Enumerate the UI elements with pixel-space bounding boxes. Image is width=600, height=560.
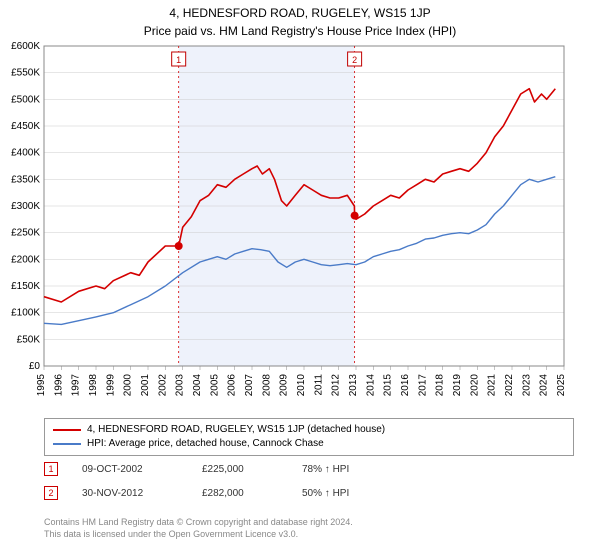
chart-svg: £0 £50K £100K £150K £200K £250K £300K £350K £400… (0, 42, 600, 412)
legend-row-1: 4, HEDNESFORD ROAD, RUGELEY, WS15 1JP (d… (53, 423, 565, 437)
legend-label-hpi: HPI: Average price, detached house, Cann… (87, 437, 324, 451)
sale-delta-1: 78% ↑ HPI (302, 464, 349, 475)
svg-text:£200K: £200K (11, 254, 40, 265)
svg-text:£350K: £350K (11, 174, 40, 185)
svg-text:2007: 2007 (244, 374, 255, 397)
svg-text:2011: 2011 (313, 374, 324, 396)
svg-text:£300K: £300K (11, 201, 40, 212)
sale-price-1: £225,000 (202, 464, 302, 475)
svg-text:£550K: £550K (11, 68, 40, 79)
sale-price-2: £282,000 (202, 488, 302, 499)
legend-swatch-price (53, 429, 81, 431)
sale-row-1: 1 09-OCT-2002 £225,000 78% ↑ HPI (44, 462, 349, 476)
svg-text:2015: 2015 (383, 374, 394, 397)
svg-text:2009: 2009 (279, 374, 290, 397)
legend-row-2: HPI: Average price, detached house, Cann… (53, 437, 565, 451)
svg-text:£50K: £50K (17, 334, 41, 345)
svg-text:2019: 2019 (452, 374, 463, 397)
svg-text:1999: 1999 (105, 374, 116, 397)
svg-text:£600K: £600K (11, 42, 40, 52)
page-subtitle: Price paid vs. HM Land Registry's House … (0, 20, 600, 42)
svg-text:2004: 2004 (192, 374, 203, 397)
svg-text:2017: 2017 (417, 374, 428, 397)
svg-text:2018: 2018 (435, 374, 446, 397)
sale-marker-1: 1 (44, 462, 58, 476)
svg-text:£400K: £400K (11, 148, 40, 159)
chart-container: 4, HEDNESFORD ROAD, RUGELEY, WS15 1JP Pr… (0, 0, 600, 560)
svg-text:2024: 2024 (539, 374, 550, 397)
legend-swatch-hpi (53, 443, 81, 445)
footnote-line-2: This data is licensed under the Open Gov… (44, 528, 574, 540)
svg-text:2021: 2021 (487, 374, 498, 397)
svg-text:2001: 2001 (140, 374, 151, 397)
svg-text:£450K: £450K (11, 121, 40, 132)
svg-text:2016: 2016 (400, 374, 411, 397)
svg-text:2: 2 (352, 55, 357, 65)
page-title: 4, HEDNESFORD ROAD, RUGELEY, WS15 1JP (0, 0, 600, 20)
svg-text:2022: 2022 (504, 374, 515, 397)
svg-text:£0: £0 (29, 361, 41, 372)
sale-row-2: 2 30-NOV-2012 £282,000 50% ↑ HPI (44, 486, 349, 500)
svg-text:2023: 2023 (521, 374, 532, 397)
svg-text:£100K: £100K (11, 308, 40, 319)
sale-delta-2: 50% ↑ HPI (302, 488, 349, 499)
svg-text:2014: 2014 (365, 374, 376, 397)
footnote-line-1: Contains HM Land Registry data © Crown c… (44, 516, 574, 528)
svg-text:2006: 2006 (227, 374, 238, 397)
chart-area: £0 £50K £100K £150K £200K £250K £300K £350K £400… (0, 42, 600, 412)
svg-text:2025: 2025 (556, 374, 567, 397)
svg-text:£150K: £150K (11, 281, 40, 292)
svg-text:2002: 2002 (157, 374, 168, 397)
legend-label-price: 4, HEDNESFORD ROAD, RUGELEY, WS15 1JP (d… (87, 423, 385, 437)
svg-text:£500K: £500K (11, 94, 40, 105)
svg-text:2012: 2012 (331, 374, 342, 397)
svg-text:1998: 1998 (88, 374, 99, 397)
svg-text:1997: 1997 (71, 374, 82, 397)
svg-text:2010: 2010 (296, 374, 307, 397)
sale-marker-2: 2 (44, 486, 58, 500)
svg-text:2005: 2005 (209, 374, 220, 397)
svg-text:£250K: £250K (11, 228, 40, 239)
svg-text:2008: 2008 (261, 374, 272, 397)
svg-text:2020: 2020 (469, 374, 480, 397)
sale-date-2: 30-NOV-2012 (82, 488, 202, 499)
svg-text:2003: 2003 (175, 374, 186, 397)
svg-text:1995: 1995 (36, 374, 47, 397)
footnote: Contains HM Land Registry data © Crown c… (44, 516, 574, 540)
svg-text:2013: 2013 (348, 374, 359, 397)
svg-text:1: 1 (176, 55, 181, 65)
legend-box: 4, HEDNESFORD ROAD, RUGELEY, WS15 1JP (d… (44, 418, 574, 456)
svg-text:2000: 2000 (123, 374, 134, 397)
sale-date-1: 09-OCT-2002 (82, 464, 202, 475)
svg-text:1996: 1996 (53, 374, 64, 397)
